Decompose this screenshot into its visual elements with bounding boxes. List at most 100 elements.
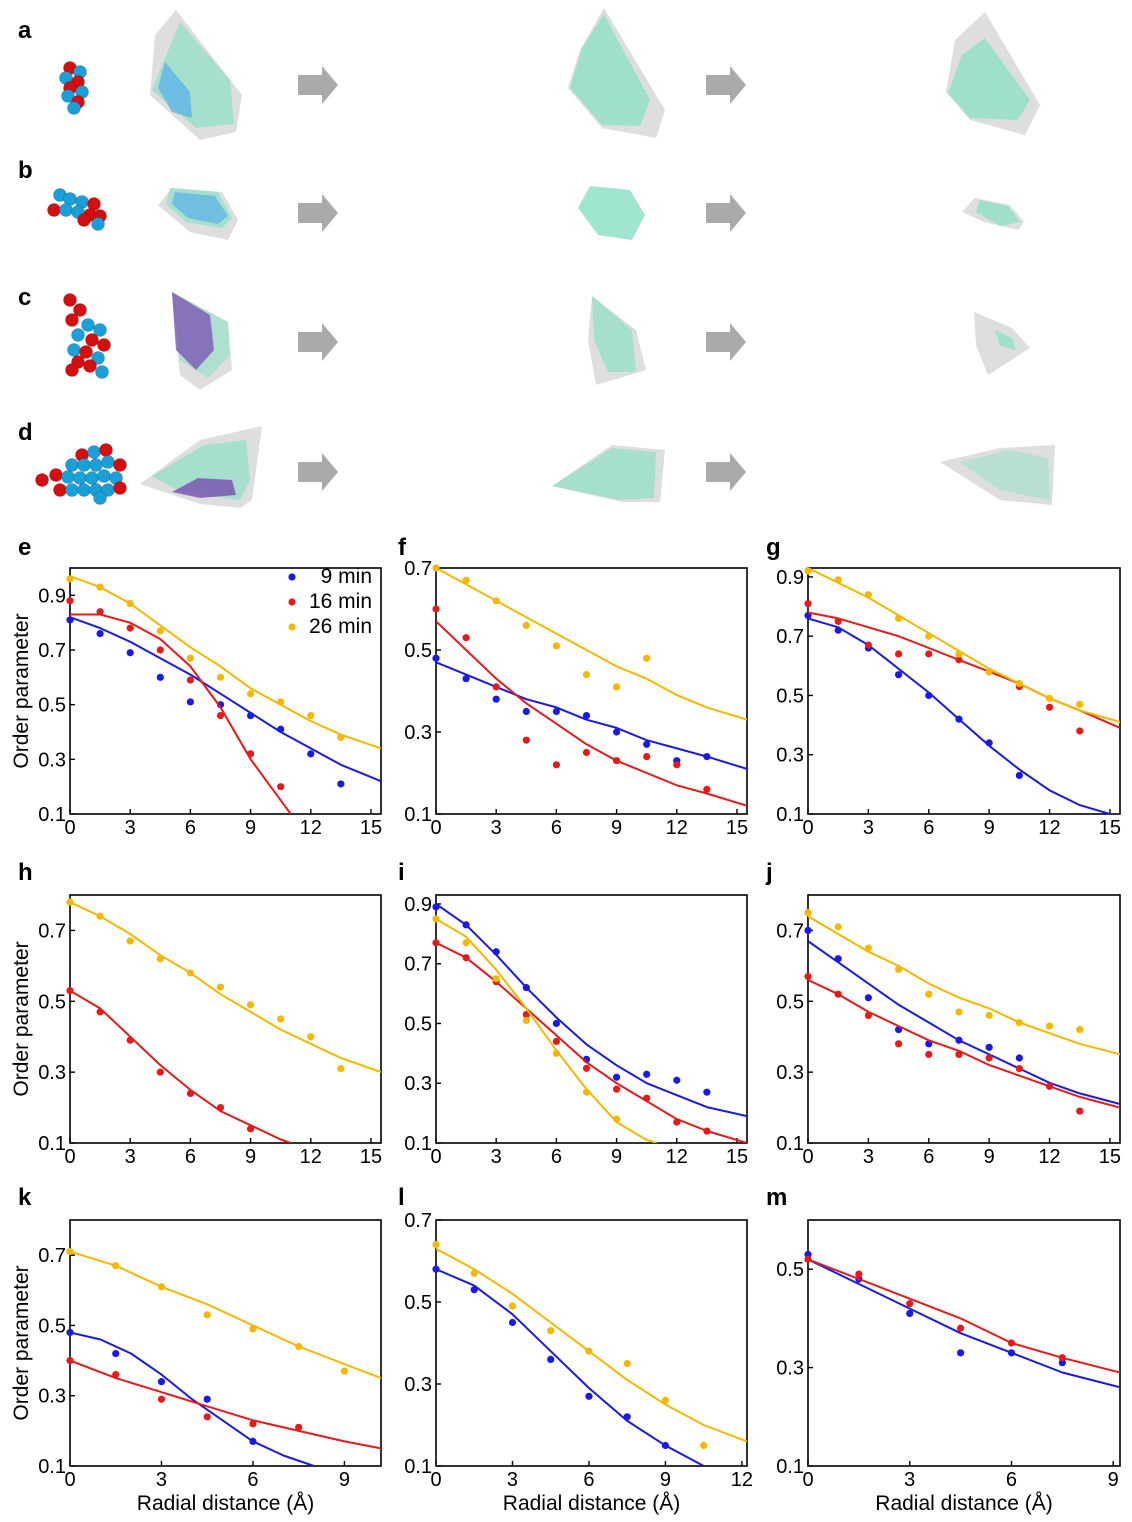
fit-curve-26-min xyxy=(70,1250,381,1380)
data-point xyxy=(186,969,194,977)
y-tick-label: 0.3 xyxy=(38,1386,66,1408)
atom xyxy=(73,303,87,317)
data-point xyxy=(156,646,164,654)
data-point xyxy=(703,785,711,794)
data-point xyxy=(552,642,560,650)
hull-d-stage3 xyxy=(940,445,1055,505)
data-point xyxy=(295,1342,303,1351)
data-point xyxy=(864,994,872,1002)
y-tick-label: 0.1 xyxy=(404,1456,432,1478)
data-point xyxy=(492,597,500,605)
chart-panel-j: j 0 3 6 9 12 15 0.1 0.3 0.5 0.7 xyxy=(765,859,1121,1168)
data-point xyxy=(307,750,315,758)
x-tick-label: 9 xyxy=(660,1469,671,1491)
data-point xyxy=(246,690,255,698)
fit-curve-26-min xyxy=(436,1247,747,1443)
data-point xyxy=(661,1396,670,1404)
data-point xyxy=(985,1011,993,1020)
atom xyxy=(113,481,127,495)
chart-panel-l: l 0 3 6 9 12 0.1 0.3 0.5 0.7 Radial distance (Å) xyxy=(398,1184,753,1515)
data-point xyxy=(1045,703,1054,711)
x-tick-label: 0 xyxy=(430,1146,441,1168)
data-point xyxy=(894,671,903,679)
data-point xyxy=(864,1011,872,1020)
data-point xyxy=(1015,1054,1023,1062)
fit-curve-16-min xyxy=(70,613,292,814)
data-point xyxy=(156,673,164,681)
data-point xyxy=(462,576,470,584)
data-point xyxy=(834,923,842,931)
data-point xyxy=(547,1355,555,1363)
x-tick-label: 12 xyxy=(666,1146,688,1168)
data-point xyxy=(957,1349,965,1357)
data-point xyxy=(432,1265,440,1273)
data-point xyxy=(66,597,74,605)
data-point xyxy=(804,599,812,608)
data-point xyxy=(552,1019,560,1028)
data-point xyxy=(643,654,651,662)
data-point xyxy=(612,757,621,765)
x-tick-label: 9 xyxy=(611,1146,622,1168)
x-tick-label: 6 xyxy=(247,1469,258,1491)
arrow-icon xyxy=(298,66,338,104)
atom xyxy=(65,483,79,497)
data-point xyxy=(673,1076,681,1084)
x-tick-label: 0 xyxy=(802,1146,813,1168)
data-point xyxy=(1007,1339,1016,1347)
panel-label-d: d xyxy=(18,419,33,446)
atom xyxy=(53,483,67,497)
x-tick-label: 12 xyxy=(1038,817,1060,839)
y-tick-label: 0.9 xyxy=(38,585,66,607)
x-tick-label: 3 xyxy=(863,1146,874,1168)
data-point xyxy=(1045,694,1054,703)
x-tick-label: 6 xyxy=(1006,1469,1017,1491)
data-point xyxy=(703,753,711,761)
data-point xyxy=(295,1423,303,1431)
y-tick-label: 0.3 xyxy=(38,1062,66,1084)
panel-label-b: b xyxy=(18,157,33,184)
y-tick-label: 0.5 xyxy=(38,991,66,1013)
data-point xyxy=(112,1262,120,1270)
legend-marker xyxy=(288,573,296,581)
data-point xyxy=(156,1068,164,1076)
atom xyxy=(85,333,99,347)
data-point xyxy=(96,912,104,920)
arrow-icon xyxy=(706,66,746,104)
data-point xyxy=(623,1359,631,1368)
data-point xyxy=(432,654,440,662)
x-tick-label: 15 xyxy=(360,1146,382,1168)
panel-label-h: h xyxy=(18,859,33,886)
data-point xyxy=(186,1089,194,1097)
x-tick-label: 3 xyxy=(156,1469,167,1491)
y-tick-label: 0.5 xyxy=(776,685,804,707)
chart-panel-g: g 0 3 6 9 12 15 0.1 0.3 0.5 0.7 0.9 xyxy=(766,534,1121,839)
atom xyxy=(97,338,111,352)
arrow-icon xyxy=(298,323,338,361)
panel-label-c: c xyxy=(18,284,31,311)
x-tick-label: 9 xyxy=(611,817,622,839)
data-point xyxy=(834,990,842,998)
data-point xyxy=(66,616,74,624)
data-point xyxy=(925,1040,933,1048)
hull-d-stage1 xyxy=(140,426,262,508)
atom xyxy=(81,318,95,332)
data-point xyxy=(66,1356,74,1365)
data-point xyxy=(462,939,470,947)
x-tick-label: 6 xyxy=(923,817,934,839)
data-point xyxy=(126,937,134,945)
chart-panel-m: m 0 3 6 9 0.1 0.3 0.5 Radial distance (Å) xyxy=(766,1184,1121,1515)
panel-label-k: k xyxy=(18,1184,32,1211)
data-point xyxy=(834,955,842,963)
data-point xyxy=(156,627,164,635)
data-point xyxy=(492,975,500,983)
data-point xyxy=(522,1016,530,1025)
data-point xyxy=(508,1302,517,1310)
axes-frame xyxy=(69,894,382,1144)
x-tick-label: 15 xyxy=(726,1146,748,1168)
data-point xyxy=(894,650,903,658)
arrow-icon xyxy=(706,323,746,361)
y-tick-label: 0.7 xyxy=(38,640,66,662)
x-tick-label: 9 xyxy=(984,1146,995,1168)
